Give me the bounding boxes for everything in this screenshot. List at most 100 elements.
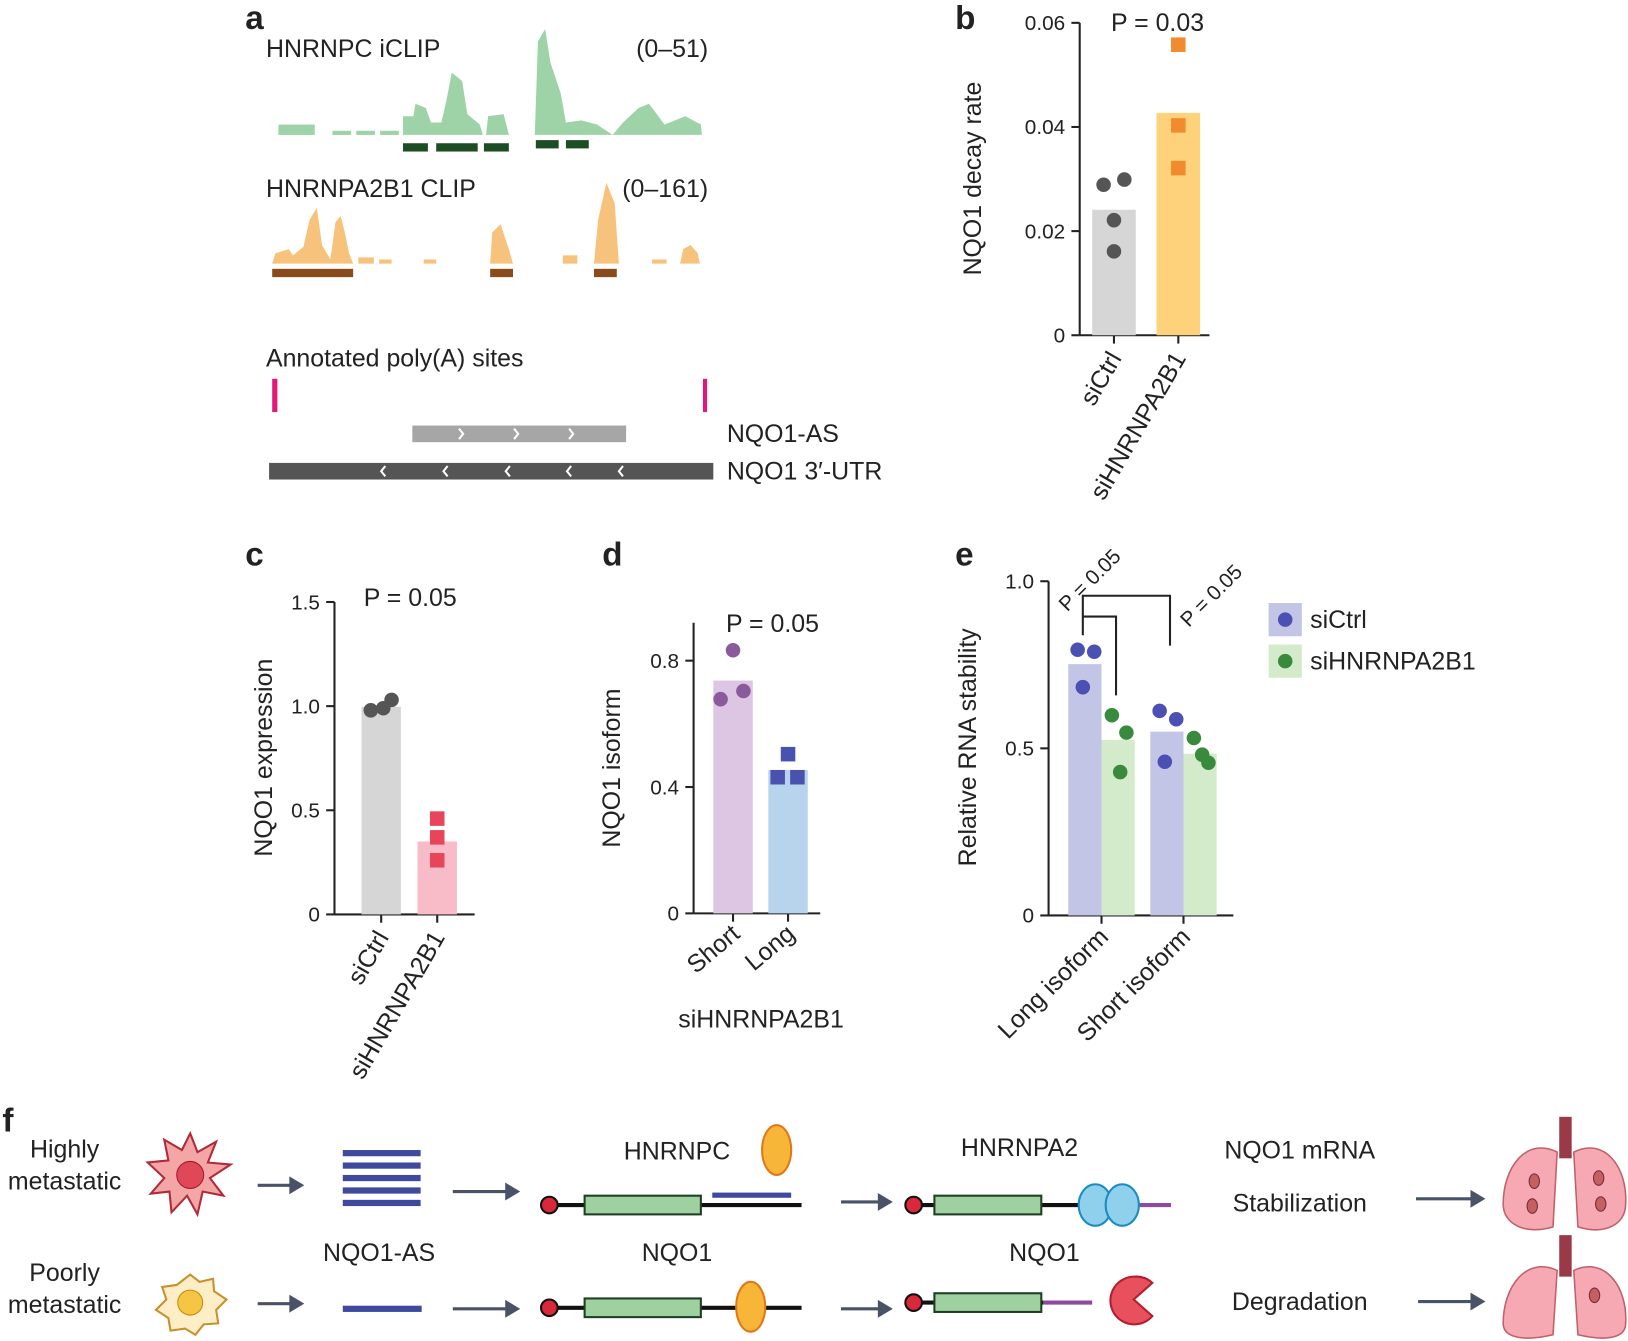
legend-label: siHNRNPA2B1: [1310, 647, 1476, 675]
panel-letter: f: [2, 1102, 14, 1139]
nqo1-utr-track: [269, 462, 714, 480]
bar: [361, 706, 401, 915]
y-tick-label: 0: [668, 903, 680, 926]
diagram: Highly metastatic Poorly metastatic HNRN…: [8, 1116, 1627, 1339]
p-value: P = 0.05: [1176, 560, 1247, 631]
diagram-label: Poorly: [29, 1259, 100, 1287]
data-point: [736, 683, 751, 699]
legend-marker: [1277, 612, 1293, 627]
diagram-label: HNRNPA2: [961, 1134, 1078, 1162]
y-axis-label: Relative RNA stability: [954, 628, 982, 867]
y-tick-label: 0.02: [1025, 220, 1065, 243]
data-point: [1186, 730, 1202, 746]
y-axis-label: NQO1 decay rate: [959, 82, 987, 276]
data-point: [1171, 160, 1186, 176]
bar: [417, 841, 457, 915]
diagram-label: NQO1-AS: [323, 1239, 435, 1267]
panel-letter: e: [955, 537, 973, 574]
p-value: P = 0.05: [364, 584, 457, 612]
y-tick-label: 0.04: [1025, 116, 1065, 139]
data-point: [725, 642, 741, 658]
data-point: [429, 852, 445, 868]
bar: [1156, 112, 1201, 336]
diagram-label: NQO1 mRNA: [1224, 1136, 1375, 1164]
data-point: [1106, 212, 1122, 228]
data-point: [1096, 177, 1111, 193]
data-point: [363, 703, 379, 718]
data-point: [1086, 644, 1102, 660]
data-point: [1171, 37, 1186, 52]
bar: [713, 680, 753, 914]
data-point: [770, 769, 785, 785]
y-axis-label: NQO1 isoform: [598, 688, 626, 847]
x-tick-label: siCtrl: [342, 926, 395, 989]
data-point: [429, 830, 445, 845]
track-label: NQO1 3′-UTR: [727, 458, 883, 486]
polya-site: [702, 378, 708, 413]
y-tick-label: 1.5: [291, 591, 320, 614]
diagram-label: Stabilization: [1233, 1189, 1367, 1217]
data-point: [1119, 725, 1134, 740]
legend-marker: [1277, 653, 1293, 669]
track-label: HNRNPA2B1 CLIP: [266, 175, 476, 203]
data-point: [1168, 712, 1184, 727]
data-point: [1112, 764, 1128, 780]
data-point: [1070, 642, 1085, 658]
diagram-label: Highly: [30, 1135, 100, 1163]
y-tick-label: 1.0: [291, 695, 320, 718]
iclip-coverage: [278, 29, 702, 135]
significance-bracket: [1081, 594, 1172, 696]
legend-label: siCtrl: [1310, 606, 1367, 634]
diagram-label: metastatic: [8, 1291, 122, 1319]
clip-peaks: [272, 268, 617, 278]
x-tick-label: Short: [682, 919, 746, 979]
bar: [1068, 664, 1102, 916]
y-tick-label: 0: [308, 904, 320, 927]
track-range: (0–161): [622, 175, 708, 203]
diagram-label: NQO1: [642, 1239, 713, 1267]
panel-letter: c: [245, 537, 263, 574]
x-axis-label: siHNRNPA2B1: [678, 1006, 844, 1034]
data-point: [790, 769, 805, 785]
y-tick-label: 0: [1054, 325, 1066, 348]
x-tick-label: Long: [740, 919, 800, 976]
data-point: [1117, 172, 1132, 187]
y-tick-label: 0: [1022, 905, 1034, 928]
bar: [768, 769, 808, 914]
data-point: [1106, 244, 1122, 259]
diagram-label: NQO1: [1009, 1239, 1080, 1267]
y-tick-label: 0.5: [1005, 738, 1034, 761]
data-point: [1075, 679, 1091, 695]
data-point: [429, 811, 445, 826]
panel-letter: b: [955, 0, 975, 37]
iclip-peaks: [402, 140, 589, 152]
clip-coverage: [272, 182, 700, 264]
polya-site: [272, 378, 278, 413]
data-point: [713, 691, 728, 707]
track-label: Annotated poly(A) sites: [266, 344, 524, 372]
y-tick-label: 0.5: [291, 800, 320, 823]
panel-letter: a: [245, 0, 264, 37]
track-label: NQO1-AS: [727, 420, 839, 448]
panel-letter: d: [602, 537, 622, 574]
y-tick-label: 0.4: [650, 776, 679, 799]
x-tick-label: siCtrl: [1075, 347, 1128, 410]
y-tick-label: 0.06: [1025, 12, 1065, 35]
p-value: P = 0.03: [1111, 9, 1204, 37]
bar: [1183, 753, 1217, 916]
data-point: [1171, 118, 1186, 133]
p-value: P = 0.05: [1055, 545, 1126, 616]
data-point: [1157, 754, 1173, 769]
track-label: HNRNPC iCLIP: [266, 35, 440, 63]
y-tick-label: 0.8: [650, 650, 679, 673]
p-value: P = 0.05: [726, 610, 819, 638]
y-axis-label: NQO1 expression: [250, 659, 278, 857]
data-point: [780, 746, 796, 762]
data-point: [1194, 747, 1210, 762]
data-point: [1152, 703, 1167, 719]
track-range: (0–51): [636, 35, 708, 63]
diagram-label: metastatic: [8, 1167, 122, 1195]
diagram-label: Degradation: [1232, 1288, 1368, 1316]
